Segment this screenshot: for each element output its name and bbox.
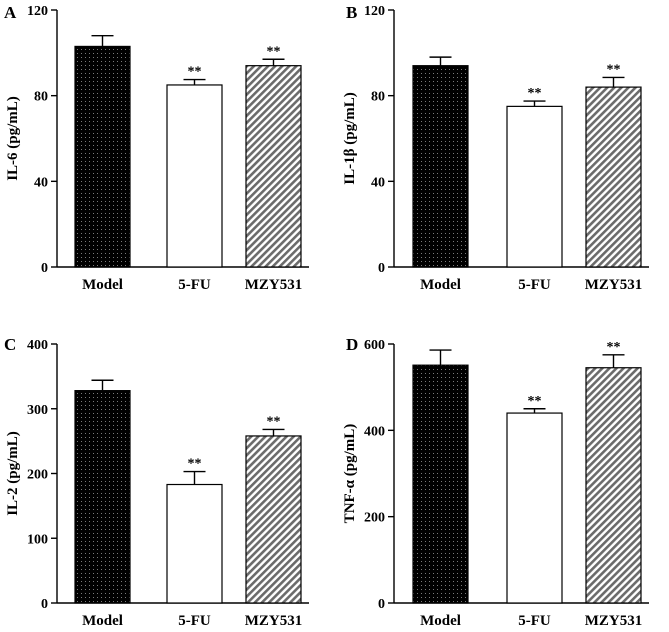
y-tick-label: 0 (41, 597, 48, 612)
significance-marker: ** (607, 340, 621, 355)
bar-mzy531 (585, 367, 642, 604)
bar-model (412, 364, 469, 604)
bar-5-fu (506, 105, 563, 268)
significance-marker: ** (607, 62, 621, 77)
y-axis-label: IL-1β (pg/mL) (342, 92, 358, 185)
significance-marker: ** (188, 65, 202, 80)
bar-mzy531 (245, 65, 302, 268)
bar-5-fu (166, 483, 223, 604)
bar-5-fu (166, 84, 223, 268)
y-tick-label: 120 (27, 4, 48, 19)
panel-b: B 0 40 80 120 IL-1β (pg/mL) Model ** 5-FU ** MZY53… (342, 3, 649, 293)
y-axis-label: IL-2 (pg/mL) (5, 431, 21, 516)
category-label: Model (420, 613, 461, 629)
category-label: Model (82, 613, 123, 629)
bar-mzy531 (245, 435, 302, 604)
bar-model (74, 390, 131, 604)
y-tick-label: 0 (378, 261, 385, 276)
y-tick-label: 0 (378, 597, 385, 612)
bar-model (412, 65, 469, 268)
bar-mzy531 (585, 86, 642, 268)
panel-d: D 0 200 400 600 TNF-α (pg/mL) Model ** 5-FU ** MZY… (342, 335, 649, 629)
category-label: MZY531 (245, 277, 303, 293)
panel-label: C (4, 335, 16, 354)
category-label: MZY531 (585, 613, 643, 629)
significance-marker: ** (528, 394, 542, 409)
category-label: 5-FU (178, 277, 211, 293)
y-tick-label: 200 (27, 468, 48, 483)
category-label: MZY531 (585, 277, 643, 293)
significance-marker: ** (267, 414, 281, 429)
y-tick-label: 40 (371, 175, 385, 190)
panel-label: D (346, 335, 358, 354)
y-tick-label: 80 (34, 90, 48, 105)
category-label: Model (420, 277, 461, 293)
significance-marker: ** (188, 457, 202, 472)
y-tick-label: 80 (371, 90, 385, 105)
y-tick-label: 600 (364, 338, 385, 353)
category-label: 5-FU (518, 277, 551, 293)
y-tick-label: 400 (27, 338, 48, 353)
y-tick-label: 400 (364, 424, 385, 439)
bar-5-fu (506, 412, 563, 604)
significance-marker: ** (267, 44, 281, 59)
category-label: Model (82, 277, 123, 293)
category-label: 5-FU (178, 613, 211, 629)
panel-label: A (4, 3, 17, 22)
y-tick-label: 0 (41, 261, 48, 276)
y-axis-label: TNF-α (pg/mL) (342, 424, 358, 524)
y-tick-label: 200 (364, 511, 385, 526)
y-axis-label: IL-6 (pg/mL) (5, 96, 21, 181)
category-label: MZY531 (245, 613, 303, 629)
panel-a: A 0 40 80 120 IL-6 (pg/mL) Model ** 5-FU ** MZY531 (4, 3, 309, 293)
y-tick-label: 300 (27, 403, 48, 418)
y-tick-label: 120 (364, 4, 385, 19)
category-label: 5-FU (518, 613, 551, 629)
y-tick-label: 100 (27, 532, 48, 547)
significance-marker: ** (528, 86, 542, 101)
panel-c: C 0 100 200 300 400 IL-2 (pg/mL) Model ** 5-FU ** M… (4, 335, 309, 629)
panel-label: B (346, 3, 357, 22)
y-tick-label: 40 (34, 175, 48, 190)
bar-model (74, 45, 131, 268)
